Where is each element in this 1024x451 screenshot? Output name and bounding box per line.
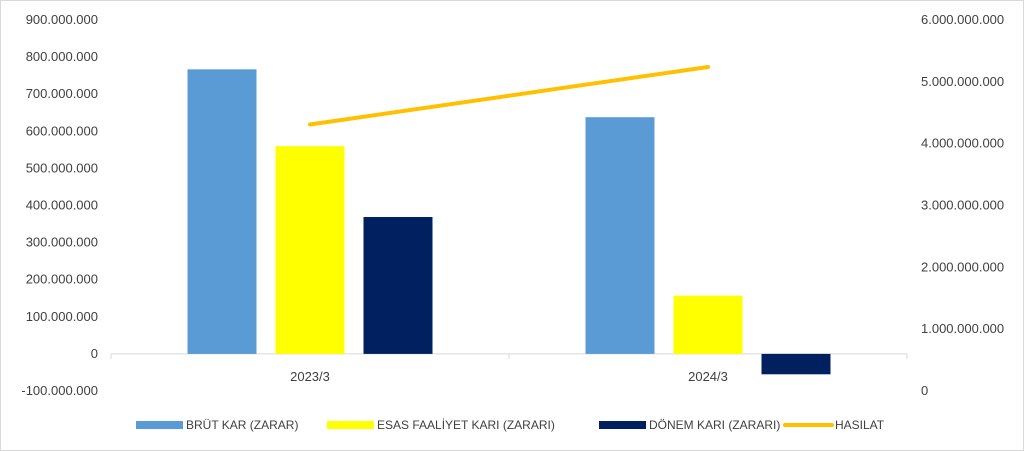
y-right-tick-label: 6.000.000.000 bbox=[921, 12, 1004, 27]
y-right-tick-label: 3.000.000.000 bbox=[921, 198, 1004, 213]
y-right-tick-label: 5.000.000.000 bbox=[921, 74, 1004, 89]
legend-swatch-1 bbox=[136, 421, 183, 429]
y-left-tick-label: 900.000.000 bbox=[26, 12, 98, 27]
x-tick-label: 2023/3 bbox=[290, 369, 330, 384]
bar-3-2023-3 bbox=[363, 217, 433, 354]
legend-swatch-3 bbox=[599, 421, 646, 429]
y-left-tick-label: -100.000.000 bbox=[21, 383, 98, 398]
axes-layer: -100.000.000 0 100.000.000 200.000.000 300.0… bbox=[21, 12, 1004, 398]
y-left-tick-label: 800.000.000 bbox=[26, 49, 98, 64]
bar-2-2024-3 bbox=[673, 295, 743, 354]
legend-swatch-2 bbox=[327, 421, 374, 429]
line-layer bbox=[308, 64, 710, 127]
y-left-tick-label: 100.000.000 bbox=[26, 309, 98, 324]
bars-layer bbox=[187, 69, 831, 375]
legend-label-3: DÖNEM KARI (ZARARI) bbox=[649, 418, 780, 432]
y-left-tick-label: 500.000.000 bbox=[26, 160, 98, 175]
y-right-tick-label: 0 bbox=[921, 383, 928, 398]
y-left-tick-label: 400.000.000 bbox=[26, 198, 98, 213]
legend-label-2: ESAS FAALİYET KARI (ZARARI) bbox=[377, 418, 555, 432]
y-left-tick-label: 700.000.000 bbox=[26, 86, 98, 101]
x-tick-label: 2024/3 bbox=[688, 369, 728, 384]
legend-label-1: BRÜT KAR (ZARAR) bbox=[186, 418, 298, 432]
y-left-tick-label: 600.000.000 bbox=[26, 123, 98, 138]
bar-1-2024-3 bbox=[585, 117, 655, 354]
y-left-tick-label: 200.000.000 bbox=[26, 272, 98, 287]
bar-3-2024-3 bbox=[761, 353, 831, 375]
bar-1-2023-3 bbox=[187, 69, 257, 354]
hasilat-line bbox=[308, 64, 710, 127]
y-left-tick-label: 0 bbox=[91, 346, 98, 361]
y-right-tick-label: 4.000.000.000 bbox=[921, 136, 1004, 151]
y-right-tick-label: 2.000.000.000 bbox=[921, 259, 1004, 274]
y-left-tick-label: 300.000.000 bbox=[26, 235, 98, 250]
y-right-tick-label: 1.000.000.000 bbox=[921, 321, 1004, 336]
legend-label-4: HASILAT bbox=[835, 418, 885, 432]
legend: BRÜT KAR (ZARAR) ESAS FAALİYET KARI (ZARA… bbox=[136, 418, 885, 432]
bar-2-2023-3 bbox=[275, 146, 345, 354]
